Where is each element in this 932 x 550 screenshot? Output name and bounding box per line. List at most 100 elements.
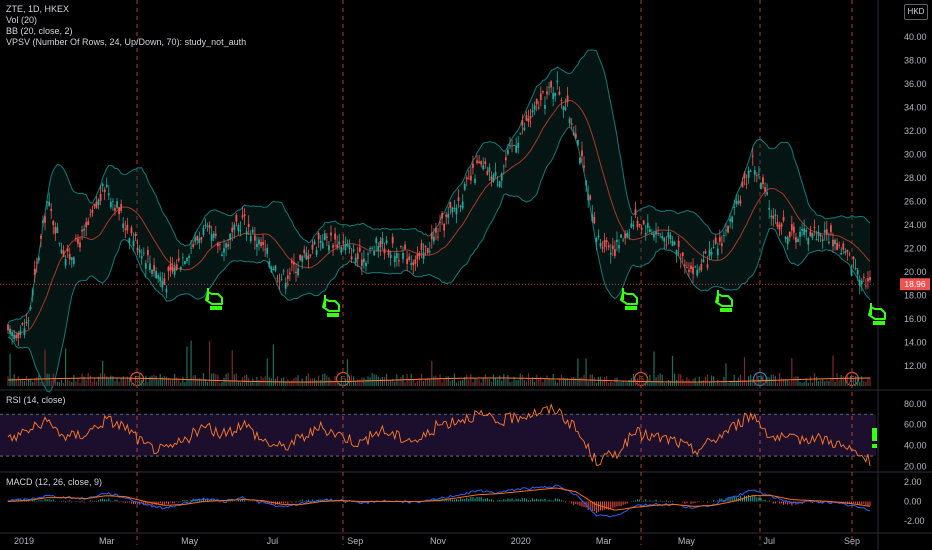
candle-body xyxy=(457,197,460,202)
time-tick-label: Sep xyxy=(844,536,860,546)
macd-histogram-bar xyxy=(661,501,663,503)
macd-histogram-bar xyxy=(147,501,149,505)
price-tick-label: 20.00 xyxy=(904,267,927,277)
candle-body xyxy=(264,249,267,251)
candle-body xyxy=(37,257,40,261)
candle-body xyxy=(87,221,90,225)
candle-body xyxy=(583,165,585,168)
volume-bar xyxy=(457,381,460,386)
candle-body xyxy=(68,253,71,260)
macd-histogram-bar xyxy=(231,500,233,502)
macd-histogram-bar xyxy=(75,501,77,503)
macd-histogram-bar xyxy=(731,496,733,502)
candle-body xyxy=(626,232,629,238)
volume-bar xyxy=(569,380,571,386)
candle-body xyxy=(25,321,28,324)
macd-histogram-bar xyxy=(530,500,532,502)
volume-bar xyxy=(122,376,124,386)
volume-bar xyxy=(336,380,338,386)
currency-badge[interactable]: HKD xyxy=(904,4,928,20)
last-price-tag xyxy=(900,278,930,291)
volume-bar xyxy=(636,378,639,386)
candle-body xyxy=(813,226,816,228)
macd-histogram-bar xyxy=(830,501,832,504)
macd-histogram-bar xyxy=(493,500,495,502)
candle-body xyxy=(809,231,812,237)
volume-bar xyxy=(451,379,453,386)
candle-body xyxy=(646,223,649,228)
macd-histogram-bar xyxy=(172,501,174,504)
macd-histogram-bar xyxy=(542,499,544,502)
volume-ma-line xyxy=(7,377,871,383)
candle-body xyxy=(293,262,295,265)
candle-body xyxy=(630,223,633,228)
macd-histogram-bar xyxy=(593,501,595,512)
candle-body xyxy=(124,228,127,230)
macd-histogram-bar xyxy=(106,499,108,502)
macd-legend[interactable]: MACD (12, 26, close, 9) xyxy=(6,477,103,487)
candle-body xyxy=(591,214,594,222)
macd-histogram-bar xyxy=(741,497,743,502)
macd-histogram-bar xyxy=(554,498,556,502)
macd-histogram-bar xyxy=(497,500,499,502)
macd-histogram-bar xyxy=(163,501,165,505)
volume-bar xyxy=(628,379,630,386)
volume-bar xyxy=(556,382,558,386)
candle-body xyxy=(412,262,415,266)
macd-histogram-bar xyxy=(575,501,577,505)
candle-body xyxy=(29,307,32,309)
candle-body xyxy=(288,272,291,275)
candle-body xyxy=(727,226,729,233)
rsi-tick-label: 40.00 xyxy=(904,441,927,451)
pointing-hand-icon xyxy=(715,290,733,312)
macd-histogram-bar xyxy=(116,499,118,502)
volume-bar xyxy=(729,382,731,386)
volume-bar xyxy=(830,379,832,386)
volume-bar xyxy=(503,374,505,386)
vpsv-legend[interactable]: VPSV (Number Of Rows, 24, Up/Down, 70): … xyxy=(6,37,247,47)
rsi-legend[interactable]: RSI (14, close) xyxy=(6,395,66,405)
macd-histogram-bar xyxy=(517,498,519,502)
macd-histogram-bar xyxy=(503,499,505,502)
pointing-hand-cuff xyxy=(625,306,637,310)
macd-histogram-bar xyxy=(488,499,490,502)
candle-body xyxy=(237,225,240,232)
macd-histogram-bar xyxy=(462,498,464,502)
candle-body xyxy=(531,110,534,113)
volume-bar xyxy=(254,382,256,386)
candle-body xyxy=(827,241,830,244)
volume-bar xyxy=(552,374,554,386)
candle-body xyxy=(406,258,409,264)
volume-bar xyxy=(764,379,766,386)
rsi-tick-label: 80.00 xyxy=(904,399,927,409)
macd-histogram-bar xyxy=(476,496,478,502)
volume-bar xyxy=(801,382,803,386)
macd-histogram-bar xyxy=(552,500,554,502)
candle-body xyxy=(142,252,145,254)
candle-body xyxy=(315,249,318,255)
candle-body xyxy=(801,229,804,231)
macd-histogram-bar xyxy=(46,499,48,502)
candle-body xyxy=(350,256,353,260)
candle-body xyxy=(233,224,236,230)
macd-histogram-bar xyxy=(143,501,145,506)
macd-histogram-bar xyxy=(857,501,859,505)
candle-body xyxy=(548,86,550,88)
volume-bar xyxy=(838,380,840,386)
macd-histogram-bar xyxy=(453,499,455,502)
macd-histogram-bar xyxy=(167,501,169,505)
time-tick-label: 2019 xyxy=(14,536,34,546)
candle-body xyxy=(216,242,219,247)
symbol-title[interactable]: ZTE, 1D, HKEX xyxy=(6,4,70,14)
price-tick-label: 18.00 xyxy=(904,291,927,301)
volume-bar xyxy=(523,380,525,386)
bollinger-legend[interactable]: BB (20, close, 2) xyxy=(6,26,73,36)
candle-body xyxy=(601,247,604,249)
candle-body xyxy=(245,231,248,235)
candle-body xyxy=(677,240,680,247)
volume-bar xyxy=(854,376,857,386)
candle-body xyxy=(552,92,555,100)
candle-body xyxy=(799,231,801,237)
macd-histogram-bar xyxy=(470,496,472,502)
volume-legend[interactable]: Vol (20) xyxy=(6,15,38,25)
